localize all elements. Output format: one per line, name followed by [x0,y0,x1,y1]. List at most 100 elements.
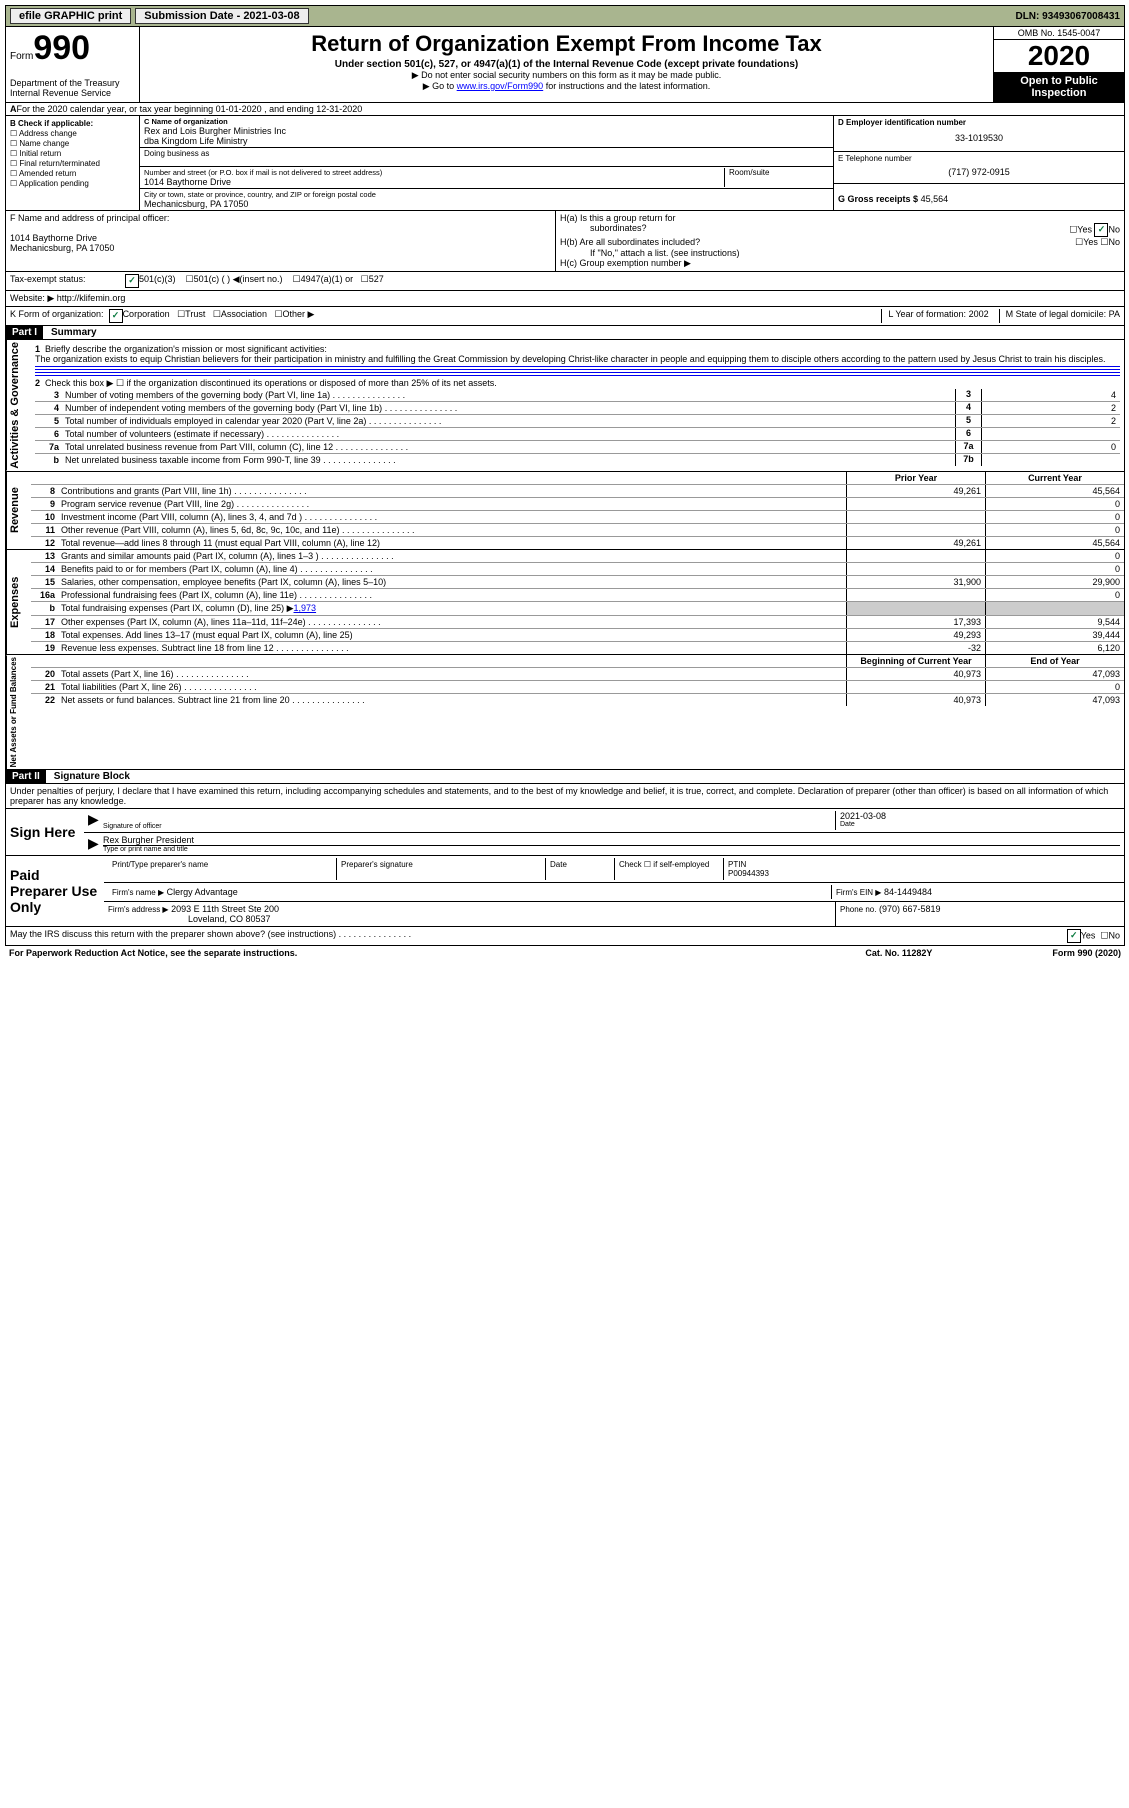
l18-c: 39,444 [985,629,1124,641]
year-cell: OMB No. 1545-0047 2020 Open to Public In… [993,27,1124,102]
ptin: P00944393 [728,869,1116,878]
dept1: Department of the Treasury [10,78,135,88]
m-label: M State of legal domicile: [1006,309,1107,319]
cb-final: ☐ Final return/terminated [10,159,135,168]
col-c: C Name of organization Rex and Lois Burg… [140,116,833,210]
footer-right: Form 990 (2020) [1052,948,1121,958]
l16b-c [985,602,1124,615]
opt-501c: 501(c) ( ) ◀(insert no.) [194,274,283,288]
ha-no-checked [1094,223,1108,237]
addr-label: Number and street (or P.O. box if mail i… [144,168,724,177]
l21-c: 0 [985,681,1124,693]
l12-desc: Total revenue—add lines 8 through 11 (mu… [59,537,846,549]
brief-text: The organization exists to equip Christi… [35,354,1120,364]
ha2: subordinates? [590,223,647,237]
part1-badge: Part I [6,326,43,339]
l22-desc: Net assets or fund balances. Subtract li… [59,694,846,706]
form-num: 990 [33,29,90,67]
footer-left: For Paperwork Reduction Act Notice, see … [9,948,297,958]
l18-desc: Total expenses. Add lines 13–17 (must eq… [59,629,846,641]
l-label: L Year of formation: [888,309,966,319]
l4-box: 4 [955,402,981,414]
section-f: F Name and address of principal officer:… [5,211,1125,272]
l16b-link[interactable]: 1,973 [294,603,317,613]
l21-desc: Total liabilities (Part X, line 26) [59,681,846,693]
yes: Yes [1077,225,1092,235]
l3-desc: Number of voting members of the governin… [63,389,955,401]
cb-501c3 [125,274,139,288]
k-row: K Form of organization: Corporation ☐ Tr… [5,307,1125,326]
line2-text: Check this box ▶ ☐ if the organization d… [45,378,497,388]
l8-c: 45,564 [985,485,1124,497]
l16b-desc: Total fundraising expenses (Part IX, col… [59,602,846,615]
side-exp: Expenses [6,550,31,654]
dln: DLN: 93493067008431 [1015,11,1120,22]
l11-desc: Other revenue (Part VIII, column (A), li… [59,524,846,536]
discuss-text: May the IRS discuss this return with the… [10,929,411,943]
dyes: Yes [1081,931,1096,941]
part2-badge: Part II [6,770,46,783]
dept2: Internal Revenue Service [10,88,135,98]
sig-date-label: Date [840,821,1120,828]
l9-c: 0 [985,498,1124,510]
penalties-text: Under penalties of perjury, I declare th… [6,784,1124,808]
l11-c: 0 [985,524,1124,536]
signature-block: Under penalties of perjury, I declare th… [5,784,1125,927]
l15-c: 29,900 [985,576,1124,588]
efile-btn[interactable]: efile GRAPHIC print [10,8,131,24]
officer-addr1: 1014 Baythorne Drive [10,233,551,243]
col-current: Current Year [985,472,1124,484]
dno: No [1108,931,1120,941]
l14-desc: Benefits paid to or for members (Part IX… [59,563,846,575]
l5-desc: Total number of individuals employed in … [63,415,955,427]
prep-check-label: Check ☐ if self-employed [614,858,723,880]
a2pre: ▶ Go to [423,81,457,91]
title-cell: Return of Organization Exempt From Incom… [140,27,993,102]
l9-p [846,498,985,510]
l6-desc: Total number of volunteers (estimate if … [63,428,955,440]
l20-c: 47,093 [985,668,1124,680]
col-b: B Check if applicable: ☐ Address change … [6,116,140,210]
gross-val: 45,564 [921,194,949,204]
cb-amend: ☐ Amended return [10,169,135,178]
cb-addr: ☐ Address change [10,129,135,138]
l6-v [981,428,1120,440]
form-title: Return of Organization Exempt From Incom… [142,31,991,57]
firm-name: Clergy Advantage [167,887,238,897]
tax-exempt-row: Tax-exempt status: 501(c)(3) ☐ 501(c) ( … [5,272,1125,291]
subtitle: Under section 501(c), 527, or 4947(a)(1)… [142,59,991,70]
paid-label: Paid Preparer Use Only [6,856,104,926]
l14-p [846,563,985,575]
l18-p: 49,293 [846,629,985,641]
prep-sig-label: Preparer's signature [336,858,545,880]
l-val: 2002 [969,309,989,319]
part1-title: Summary [43,327,97,338]
yes2: Yes [1083,237,1098,247]
l15-p: 31,900 [846,576,985,588]
l13-p [846,550,985,562]
opt-assoc: Association [221,309,267,323]
l13-desc: Grants and similar amounts paid (Part IX… [59,550,846,562]
hb-label: H(b) Are all subordinates included? [560,237,700,248]
l16a-c: 0 [985,589,1124,601]
hc-label: H(c) Group exemption number ▶ [560,258,1120,269]
website-label: Website: ▶ [10,293,54,304]
l12-p: 49,261 [846,537,985,549]
officer-addr2: Mechanicsburg, PA 17050 [10,243,551,253]
opt-4947: 4947(a)(1) or [301,274,354,288]
firm-phone-label: Phone no. [840,905,876,914]
officer-name: Rex Burgher President [103,835,1120,845]
footer: For Paperwork Reduction Act Notice, see … [5,946,1125,960]
b-label: B Check if applicable: [10,119,135,128]
l8-desc: Contributions and grants (Part VIII, lin… [59,485,846,497]
room-label: Room/suite [724,168,829,187]
submission-btn[interactable]: Submission Date - 2021-03-08 [135,8,308,24]
l16a-desc: Professional fundraising fees (Part IX, … [59,589,846,601]
instructions-link[interactable]: www.irs.gov/Form990 [457,81,544,91]
tax-year: 2020 [994,40,1124,72]
l11-p [846,524,985,536]
col-end: End of Year [985,655,1124,667]
gross-label: G Gross receipts $ [838,194,918,204]
firm-ein: 84-1449484 [884,887,932,897]
l13-c: 0 [985,550,1124,562]
